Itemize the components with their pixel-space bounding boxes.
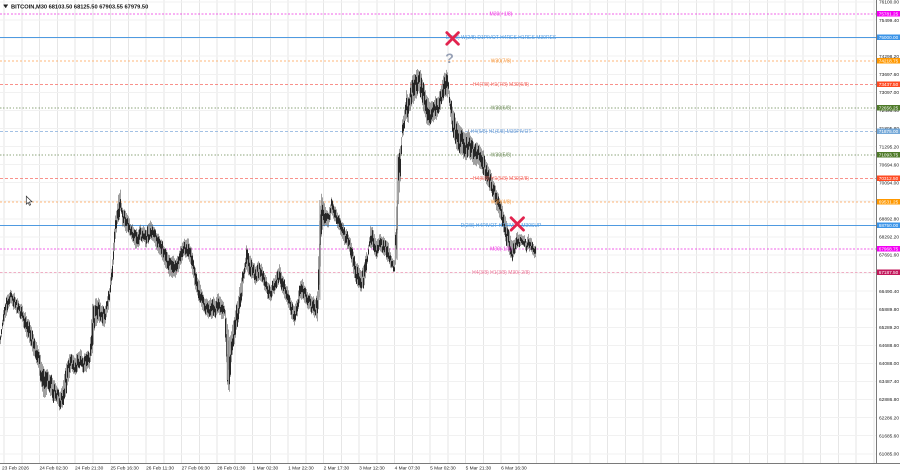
svg-text:BITCOIN,M30 68103.50 68125.50: BITCOIN,M30 68103.50 68125.50 67903.55 6… [11, 5, 148, 11]
svg-text:73097.00: 73097.00 [879, 90, 899, 96]
svg-text:65889.80: 65889.80 [879, 307, 899, 313]
svg-text:25 Feb 16:30: 25 Feb 16:30 [111, 466, 140, 472]
svg-text:72496.40: 72496.40 [879, 108, 899, 114]
svg-text:74298.20: 74298.20 [879, 54, 899, 60]
svg-text:71093.75: 71093.75 [879, 153, 899, 158]
svg-text:5 Mar 02:30: 5 Mar 02:30 [430, 466, 456, 472]
svg-text:24 Feb 21:30: 24 Feb 21:30 [75, 466, 104, 472]
svg-text:W30(6/8): W30(6/8) [491, 106, 512, 112]
svg-text:62886.80: 62886.80 [879, 397, 899, 403]
svg-text:M30(-1/8): M30(-1/8) [490, 247, 512, 253]
svg-text:67968.75: 67968.75 [879, 247, 899, 252]
svg-text:68750.00: 68750.00 [879, 223, 899, 228]
svg-text:75499.40: 75499.40 [879, 18, 899, 24]
svg-text:72656.25: 72656.25 [879, 106, 899, 111]
svg-text:70694.60: 70694.60 [879, 162, 899, 168]
svg-text:1 Mar 22:30: 1 Mar 22:30 [288, 466, 314, 472]
svg-text:71875.00: 71875.00 [879, 129, 899, 134]
svg-text:D(3/8) W(2/8) D1PIVOT H4RES H1: D(3/8) W(2/8) D1PIVOT H4RES H1RES M30RES [446, 35, 557, 41]
svg-text:23 Feb 2026: 23 Feb 2026 [2, 466, 29, 472]
svg-text:28 Feb 01:30: 28 Feb 01:30 [217, 466, 246, 472]
svg-text:69531.25: 69531.25 [879, 200, 899, 205]
svg-text:24 Feb 02:30: 24 Feb 02:30 [40, 466, 69, 472]
svg-text:H4(7/8) H1(7/8) M30(6/8): H4(7/8) H1(7/8) M30(6/8) [473, 82, 529, 88]
svg-text:68292.20: 68292.20 [879, 235, 899, 241]
svg-text:W30(5/8): W30(5/8) [491, 153, 512, 159]
svg-text:W30(7/8): W30(7/8) [491, 59, 512, 65]
svg-text:73437.50: 73437.50 [879, 82, 899, 87]
svg-text:75000.00: 75000.00 [879, 35, 899, 40]
svg-text:73697.60: 73697.60 [879, 72, 899, 78]
svg-text:?: ? [445, 50, 454, 66]
svg-text:67691.60: 67691.60 [879, 253, 899, 259]
svg-text:67187.50: 67187.50 [879, 270, 899, 275]
svg-text:63487.40: 63487.40 [879, 379, 899, 385]
svg-text:2 Mar 17:30: 2 Mar 17:30 [324, 466, 350, 472]
svg-text:H4(3/8) H1(3/8) M30(-2/8): H4(3/8) H1(3/8) M30(-2/8) [472, 270, 530, 276]
svg-text:4 Mar 07:30: 4 Mar 07:30 [395, 466, 421, 472]
svg-text:66490.40: 66490.40 [879, 289, 899, 295]
svg-text:W30(4/8): W30(4/8) [491, 200, 512, 206]
svg-text:74218.75: 74218.75 [879, 59, 899, 64]
svg-text:M30(+1/8): M30(+1/8) [490, 12, 513, 18]
svg-text:68892.80: 68892.80 [879, 217, 899, 223]
svg-text:65289.20: 65289.20 [879, 325, 899, 331]
svg-text:26 Feb 11:30: 26 Feb 11:30 [146, 466, 174, 472]
svg-text:6 Mar 16:30: 6 Mar 16:30 [501, 466, 527, 472]
svg-text:61685.60: 61685.60 [879, 433, 899, 439]
svg-text:75781.25: 75781.25 [879, 12, 899, 17]
svg-text:1 Mar 02:30: 1 Mar 02:30 [253, 466, 279, 472]
svg-text:64088.00: 64088.00 [879, 361, 899, 367]
svg-text:3 Mar 12:30: 3 Mar 12:30 [359, 466, 385, 472]
svg-text:H4(5/8) H1(5/8) M30(2/8): H4(5/8) H1(5/8) M30(2/8) [473, 176, 529, 182]
svg-text:61085.00: 61085.00 [879, 451, 899, 457]
svg-text:70312.50: 70312.50 [879, 176, 899, 181]
svg-text:D(2/8) H4PIVOT H1PIVOT M30SUP: D(2/8) H4PIVOT H1PIVOT M30SUP [461, 223, 542, 229]
svg-text:62286.20: 62286.20 [879, 415, 899, 421]
svg-text:H4(6/8) H1(6/8) M30PIVOT: H4(6/8) H1(6/8) M30PIVOT [471, 129, 532, 135]
svg-text:64688.60: 64688.60 [879, 343, 899, 349]
svg-text:5 Mar 21:30: 5 Mar 21:30 [466, 466, 492, 472]
svg-text:76100.00: 76100.00 [879, 0, 899, 6]
svg-text:27 Feb 06:30: 27 Feb 06:30 [182, 466, 211, 472]
svg-text:70094.00: 70094.00 [879, 180, 899, 186]
svg-text:71295.20: 71295.20 [879, 144, 899, 150]
